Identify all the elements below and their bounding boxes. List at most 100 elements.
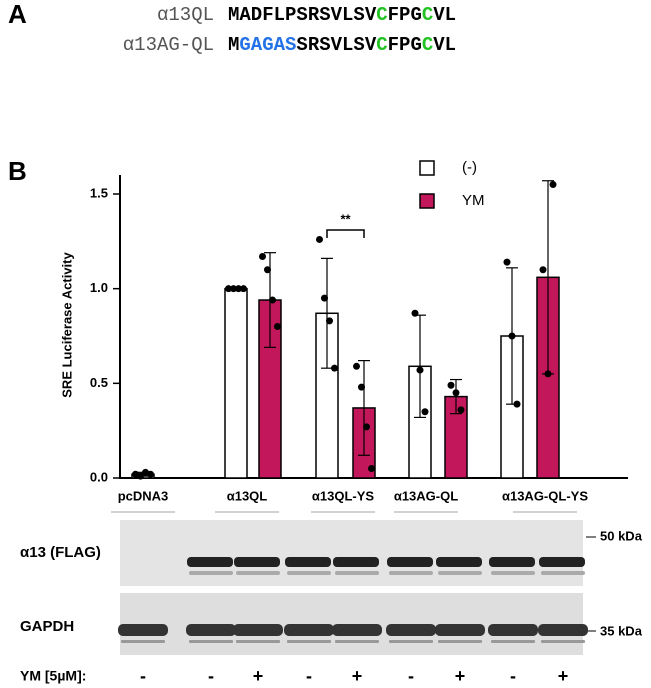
y-tick-label: 1.5 (90, 185, 108, 200)
data-point (368, 465, 375, 473)
panel-label: B (8, 156, 27, 186)
band (121, 640, 165, 643)
data-point (358, 383, 365, 391)
blot-panel (120, 520, 583, 586)
treatment-sign: + (253, 666, 264, 686)
legend-label: (-) (462, 159, 477, 176)
band (438, 640, 482, 643)
band (435, 624, 485, 636)
sequence-segment: MADFLPSRSVLSV (228, 4, 377, 26)
data-point (240, 285, 247, 293)
data-point (147, 470, 154, 478)
band (387, 557, 433, 567)
band (332, 624, 382, 636)
blot-row-label: GAPDH (20, 618, 74, 635)
data-point (452, 389, 460, 397)
sequence-segment: C (376, 4, 388, 26)
x-tick-label: α13AG-QL-YS (502, 488, 588, 503)
sequence-name: α13QL (156, 4, 214, 26)
treatment-sign: + (558, 666, 569, 686)
band (539, 557, 585, 567)
data-point (331, 364, 338, 372)
data-point (264, 266, 271, 274)
data-point (539, 266, 547, 274)
band (389, 571, 433, 575)
band (489, 557, 535, 567)
band (335, 571, 379, 575)
data-point (457, 406, 465, 414)
data-point (411, 309, 419, 317)
data-point (353, 362, 360, 370)
band (491, 640, 535, 643)
band (234, 557, 280, 567)
band (538, 624, 588, 636)
data-point (316, 235, 323, 243)
blot-row-label: α13 (FLAG) (20, 544, 101, 561)
band (333, 557, 379, 567)
sequence-segment: FPG (387, 34, 422, 56)
sequence-segment: SRSVLSV (296, 34, 377, 56)
band (189, 571, 233, 575)
y-tick-label: 0.5 (90, 375, 108, 390)
data-point (137, 472, 144, 480)
sequence-segment: C (376, 34, 388, 56)
band (491, 571, 535, 575)
sequence-segment: C (421, 34, 434, 56)
data-point (269, 296, 276, 304)
sequence-segment: GAGAS (239, 34, 297, 56)
x-tick-label: α13QL (227, 488, 268, 503)
treatment-sign: + (352, 666, 363, 686)
band (541, 571, 585, 575)
y-tick-label: 0.0 (90, 469, 108, 484)
band (438, 571, 482, 575)
sequence-segment: VL (433, 34, 457, 56)
legend-label: YM (462, 192, 485, 209)
treatment-sign: - (306, 666, 312, 686)
data-point (549, 181, 557, 189)
sequence-name: α13AG-QL (122, 34, 214, 56)
data-point (363, 423, 370, 431)
treatment-sign: - (510, 666, 516, 686)
data-point (274, 323, 281, 331)
x-tick-label: α13AG-QL (394, 488, 458, 503)
data-point (235, 285, 242, 293)
sequence-segment: FPG (387, 4, 422, 26)
band (187, 557, 233, 567)
sequence-segment: C (421, 4, 434, 26)
treatment-sign: - (140, 666, 146, 686)
bar (224, 287, 248, 479)
marker-label: 50 kDa (600, 528, 643, 543)
sequence-segment: M (228, 34, 240, 56)
sequence: MADFLPSRSVLSVCFPGCVL (228, 4, 456, 26)
band (389, 640, 433, 643)
x-tick-label: α13QL-YS (312, 488, 375, 503)
legend-swatch (419, 193, 435, 209)
y-tick-label: 1.0 (90, 280, 108, 295)
y-axis-label: SRE Luciferase Activity (59, 252, 74, 398)
band (541, 640, 585, 643)
band (436, 557, 482, 567)
band (287, 640, 331, 643)
significance-bracket (326, 229, 365, 238)
treatment-sign: - (208, 666, 214, 686)
band (488, 624, 538, 636)
band (186, 624, 236, 636)
band (284, 624, 334, 636)
data-point (508, 332, 516, 340)
panel-label: A (8, 0, 27, 29)
treatment-label: YM [5µM]: (20, 668, 86, 684)
band (118, 624, 168, 636)
data-point (326, 317, 333, 325)
data-point (416, 366, 424, 374)
band (335, 640, 379, 643)
data-point (259, 252, 266, 260)
significance-label: ** (340, 211, 351, 226)
treatment-sign: - (408, 666, 414, 686)
sequence-row: α13AG-QL MGAGASSRSVLSVCFPGCVL (0, 34, 456, 56)
sequence: MGAGASSRSVLSVCFPGCVL (228, 34, 456, 56)
band (285, 557, 331, 567)
data-point (447, 381, 455, 389)
band (236, 571, 280, 575)
data-point (421, 408, 429, 416)
